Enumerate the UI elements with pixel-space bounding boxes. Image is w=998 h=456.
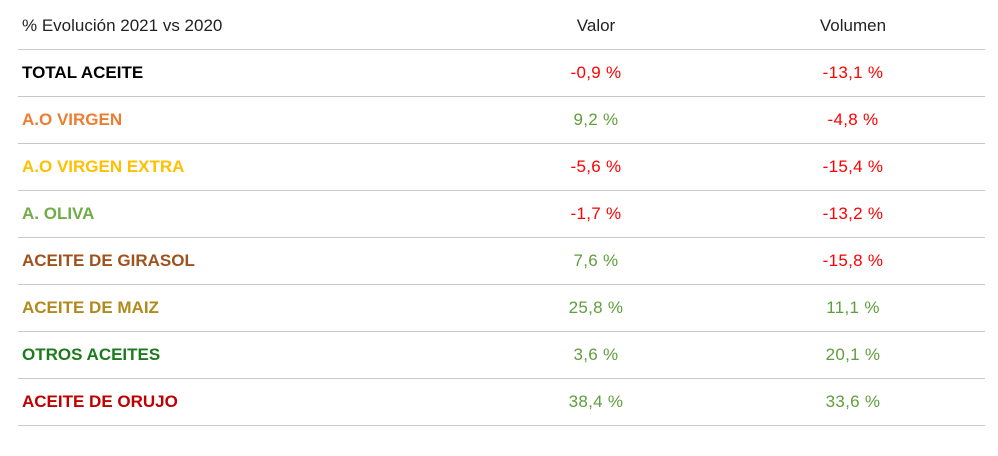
row-volumen: 20,1 % [825,345,881,364]
table-row: TOTAL ACEITE -0,9 % -13,1 % [18,50,985,97]
table-row: A.O VIRGEN 9,2 % -4,8 % [18,97,985,144]
row-label: TOTAL ACEITE [22,63,144,82]
row-label: A. OLIVA [22,204,95,223]
row-label: ACEITE DE MAIZ [22,298,159,317]
row-volumen: 33,6 % [825,392,881,411]
table-row: OTROS ACEITES 3,6 % 20,1 % [18,332,985,379]
row-valor: 9,2 % [573,110,619,129]
table-row: ACEITE DE MAIZ 25,8 % 11,1 % [18,285,985,332]
row-valor: 3,6 % [573,345,619,364]
row-volumen: 11,1 % [826,298,880,317]
row-label: ACEITE DE ORUJO [22,392,178,411]
table-row: A. OLIVA -1,7 % -13,2 % [18,191,985,238]
row-valor: 7,6 % [573,251,619,270]
row-volumen: -15,8 % [822,251,884,270]
row-label: A.O VIRGEN [22,110,123,129]
table-header-row: % Evolución 2021 vs 2020 Valor Volumen [18,2,985,50]
header-valor: Valor [576,15,616,35]
table-row: A.O VIRGEN EXTRA -5,6 % -15,4 % [18,144,985,191]
evolution-table: % Evolución 2021 vs 2020 Valor Volumen T… [18,2,985,426]
row-volumen: -4,8 % [827,110,879,129]
row-valor: 38,4 % [568,392,624,411]
row-valor: -0,9 % [570,63,622,82]
row-valor: 25,8 % [568,298,624,317]
row-volumen: -13,2 % [822,204,884,223]
row-valor: -1,7 % [570,204,622,223]
row-valor: -5,6 % [570,157,622,176]
row-label: A.O VIRGEN EXTRA [22,157,185,176]
table-row: ACEITE DE ORUJO 38,4 % 33,6 % [18,379,985,426]
row-label: OTROS ACEITES [22,345,161,364]
table-row: ACEITE DE GIRASOL 7,6 % -15,8 % [18,238,985,285]
header-label: % Evolución 2021 vs 2020 [22,15,223,35]
row-volumen: -15,4 % [822,157,884,176]
header-volumen: Volumen [819,15,887,35]
row-label: ACEITE DE GIRASOL [22,251,195,270]
row-volumen: -13,1 % [822,63,884,82]
